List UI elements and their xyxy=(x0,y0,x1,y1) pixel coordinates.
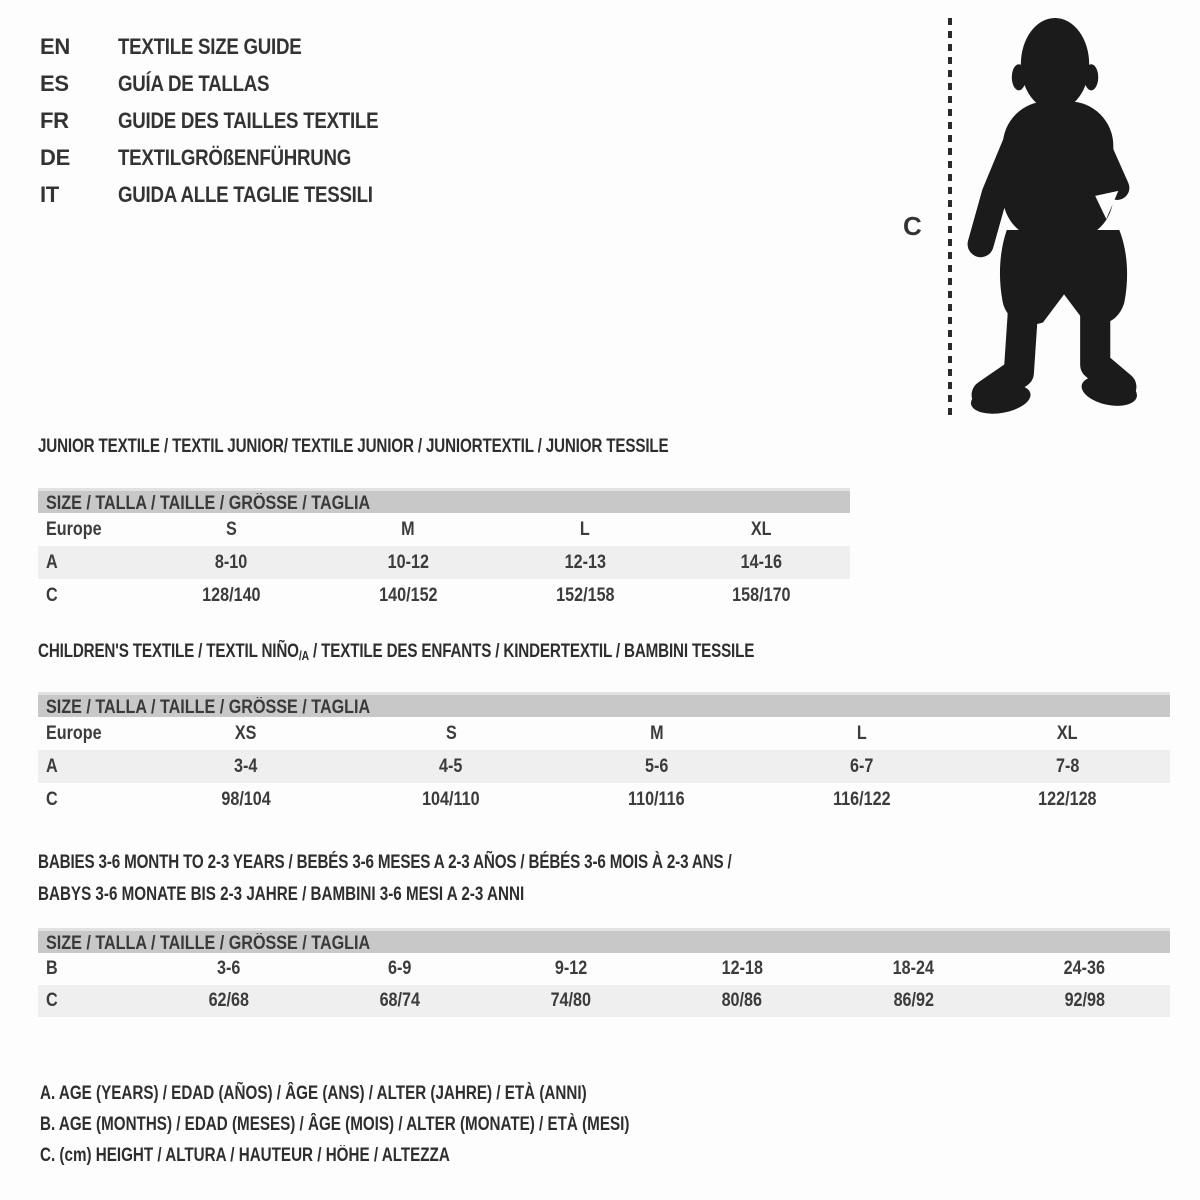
size-cell: 116/122 xyxy=(833,788,891,810)
size-cell: 80/86 xyxy=(721,990,763,1011)
legend-line-b: B. AGE (MONTHS) / EDAD (MESES) / ÂGE (MO… xyxy=(40,1114,630,1135)
language-header: EN TEXTILE SIZE GUIDE ES GUÍA DE TALLAS … xyxy=(40,28,424,213)
size-cell: XL xyxy=(1057,722,1078,744)
size-cell: 74/80 xyxy=(550,990,592,1011)
size-cell: 3-4 xyxy=(234,755,258,777)
size-cell: S xyxy=(225,518,237,540)
table-row: C 98/104 104/110 110/116 116/122 122/128 xyxy=(38,783,1170,816)
language-label: TEXTILGRÖßENFÜHRUNG xyxy=(118,144,352,170)
row-label: Europe xyxy=(46,518,102,540)
size-cell: XL xyxy=(751,518,772,540)
toddler-silhouette-icon xyxy=(967,18,1137,414)
size-cell: 110/116 xyxy=(628,788,685,810)
height-measure-line xyxy=(948,18,952,418)
section-childrens-textile: CHILDREN'S TEXTILE / TEXTIL NIÑO/A / TEX… xyxy=(38,642,1170,816)
size-table-babies: B 3-6 6-9 9-12 12-18 18-24 24-36 C 62/68… xyxy=(38,953,1170,1017)
table-row: Europe XS S M L XL xyxy=(38,717,1170,750)
language-row: DE TEXTILGRÖßENFÜHRUNG xyxy=(40,139,424,176)
size-cell: S xyxy=(445,722,457,744)
language-row: ES GUÍA DE TALLAS xyxy=(40,65,424,102)
size-cell: L xyxy=(856,722,867,744)
table-row: C 62/68 68/74 74/80 80/86 86/92 92/98 xyxy=(38,985,1170,1017)
size-cell: 4-5 xyxy=(439,755,463,777)
table-row: C 128/140 140/152 152/158 158/170 xyxy=(38,579,850,612)
size-table-children: Europe XS S M L XL A 3-4 4-5 5-6 6-7 7-8… xyxy=(38,717,1170,816)
size-cell: 62/68 xyxy=(208,990,249,1011)
size-cell: 7-8 xyxy=(1055,755,1080,777)
height-measure-label: C xyxy=(903,211,922,241)
size-cell: 122/128 xyxy=(1038,788,1097,810)
row-label: A xyxy=(46,755,58,777)
table-row: A 8-10 10-12 12-13 14-16 xyxy=(38,546,850,579)
size-cell: 6-7 xyxy=(850,755,874,777)
size-header-bar: SIZE / TALLA / TAILLE / GRÖSSE / TAGLIA xyxy=(38,692,1170,718)
measurement-legend: A. AGE (YEARS) / EDAD (AÑOS) / ÂGE (ANS)… xyxy=(40,1078,777,1171)
size-cell: 9-12 xyxy=(554,958,588,979)
language-row: IT GUIDA ALLE TAGLIE TESSILI xyxy=(40,176,424,213)
size-header-bar: SIZE / TALLA / TAILLE / GRÖSSE / TAGLIA xyxy=(38,488,850,514)
size-cell: 6-9 xyxy=(388,958,412,979)
language-code: FR xyxy=(40,107,69,133)
language-row: FR GUIDE DES TAILLES TEXTILE xyxy=(40,102,424,139)
section-title-line2: BABYS 3-6 MONATE BIS 2-3 JAHRE / BAMBINI… xyxy=(38,884,525,905)
size-cell: 12-18 xyxy=(721,958,763,979)
size-cell: 86/92 xyxy=(893,990,934,1011)
size-cell: M xyxy=(401,518,415,540)
table-row: A 3-4 4-5 5-6 6-7 7-8 xyxy=(38,750,1170,783)
language-label: GUIDA ALLE TAGLIE TESSILI xyxy=(118,181,373,207)
language-code: IT xyxy=(40,181,59,207)
table-row: Europe S M L XL xyxy=(38,513,850,546)
language-label: GUIDE DES TAILLES TEXTILE xyxy=(118,107,379,133)
size-cell: 12-13 xyxy=(564,551,606,573)
language-code: ES xyxy=(40,70,69,96)
size-cell: 152/158 xyxy=(555,584,615,606)
row-label: B xyxy=(46,958,58,979)
size-table-junior: Europe S M L XL A 8-10 10-12 12-13 14-16… xyxy=(38,513,850,612)
size-cell: 98/104 xyxy=(221,788,271,810)
legend-line-c: C. (cm) HEIGHT / ALTURA / HAUTEUR / HÖHE… xyxy=(40,1145,450,1166)
section-title-line1: BABIES 3-6 MONTH TO 2-3 YEARS / BEBÉS 3-… xyxy=(38,852,732,873)
row-label: Europe xyxy=(46,722,102,744)
size-cell: 24-36 xyxy=(1063,958,1106,979)
size-header-bar: SIZE / TALLA / TAILLE / GRÖSSE / TAGLIA xyxy=(38,928,1170,954)
size-cell: 140/152 xyxy=(378,584,438,606)
size-cell: 3-6 xyxy=(216,958,241,979)
language-code: EN xyxy=(40,33,70,59)
row-label: C xyxy=(46,788,58,810)
size-cell: 18-24 xyxy=(892,958,934,979)
size-cell: 128/140 xyxy=(202,584,261,606)
size-cell: 5-6 xyxy=(644,755,669,777)
row-label: C xyxy=(46,584,58,606)
legend-line-a: A. AGE (YEARS) / EDAD (AÑOS) / ÂGE (ANS)… xyxy=(40,1083,587,1104)
size-cell: 104/110 xyxy=(422,788,480,810)
size-cell: M xyxy=(649,722,664,744)
language-code: DE xyxy=(40,144,70,170)
size-cell: L xyxy=(579,518,590,540)
language-row: EN TEXTILE SIZE GUIDE xyxy=(40,28,424,65)
row-label: C xyxy=(46,990,58,1011)
language-label: TEXTILE SIZE GUIDE xyxy=(118,33,302,59)
table-row: B 3-6 6-9 9-12 12-18 18-24 24-36 xyxy=(38,953,1170,985)
row-label: A xyxy=(46,551,58,573)
size-cell: 8-10 xyxy=(215,551,248,573)
size-cell: XS xyxy=(234,722,257,744)
size-cell: 158/170 xyxy=(732,584,791,606)
size-cell: 10-12 xyxy=(387,551,429,573)
section-title: CHILDREN'S TEXTILE / TEXTIL NIÑO/A / TEX… xyxy=(38,641,755,664)
section-junior-textile: JUNIOR TEXTILE / TEXTIL JUNIOR/ TEXTILE … xyxy=(38,437,850,612)
size-cell: 14-16 xyxy=(740,551,783,573)
size-cell: 92/98 xyxy=(1064,990,1105,1011)
language-label: GUÍA DE TALLAS xyxy=(118,70,270,96)
section-babies-textile: BABIES 3-6 MONTH TO 2-3 YEARS / BEBÉS 3-… xyxy=(38,853,1170,1017)
section-title: JUNIOR TEXTILE / TEXTIL JUNIOR/ TEXTILE … xyxy=(38,436,669,457)
size-cell: 68/74 xyxy=(379,990,420,1011)
